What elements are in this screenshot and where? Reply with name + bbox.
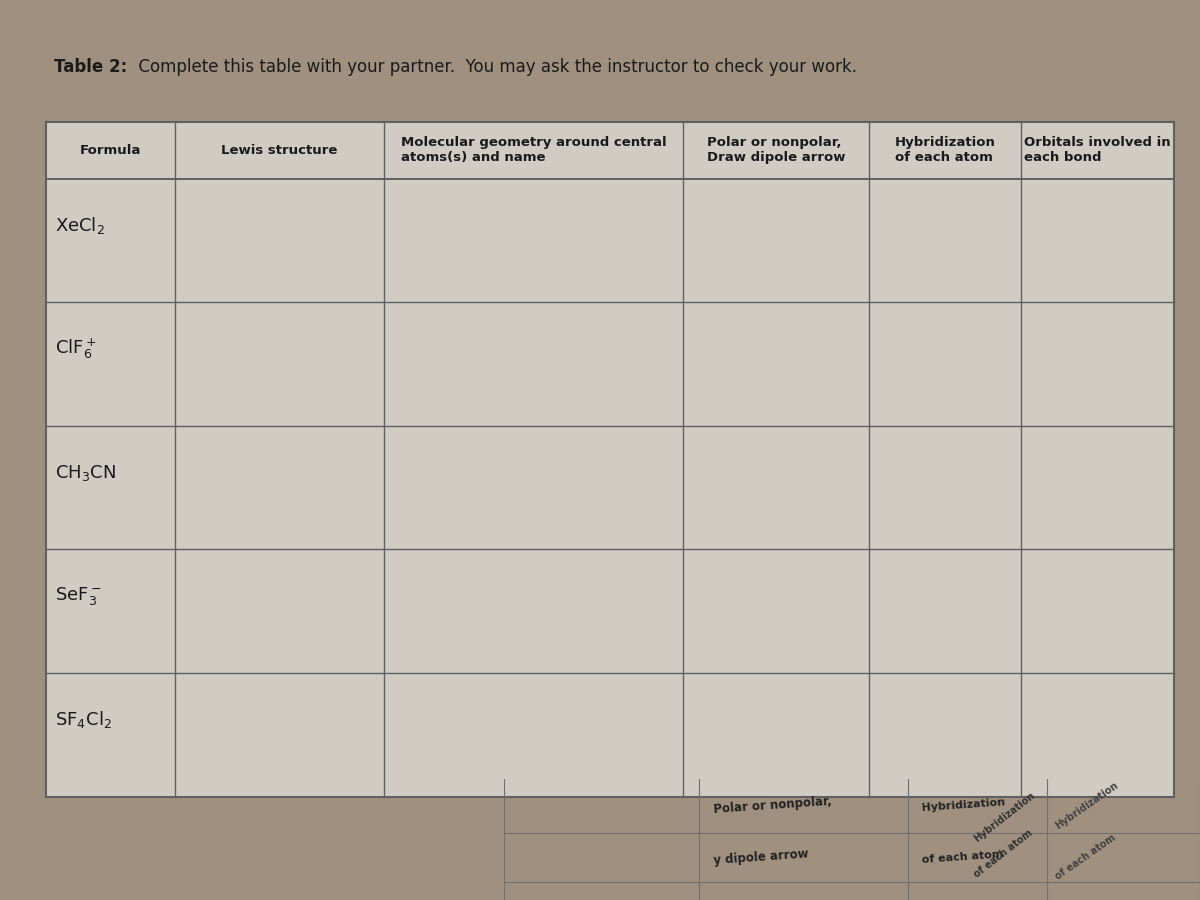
Text: Hybridization: Hybridization xyxy=(972,790,1037,843)
Text: Table 2:: Table 2: xyxy=(54,58,127,76)
Text: Hybridization
of each atom: Hybridization of each atom xyxy=(895,136,996,164)
Text: Hybridization: Hybridization xyxy=(1054,779,1121,831)
Text: Orbitals involved in
each bond: Orbitals involved in each bond xyxy=(1024,136,1171,164)
Text: of each atom: of each atom xyxy=(972,828,1034,879)
Text: XeCl$_2$: XeCl$_2$ xyxy=(55,215,106,237)
Text: y dipole arrow: y dipole arrow xyxy=(713,848,809,868)
Text: Polar or nonpolar,
Draw dipole arrow: Polar or nonpolar, Draw dipole arrow xyxy=(707,136,845,164)
Text: Lewis structure: Lewis structure xyxy=(222,144,338,157)
Text: Hybridization: Hybridization xyxy=(922,797,1006,813)
Text: Complete this table with your partner.  You may ask the instructor to check your: Complete this table with your partner. Y… xyxy=(128,58,857,76)
Text: of each atom: of each atom xyxy=(1054,832,1118,882)
Text: Formula: Formula xyxy=(79,144,142,157)
Text: SF$_4$Cl$_2$: SF$_4$Cl$_2$ xyxy=(55,709,112,731)
Text: Molecular geometry around central
atoms(s) and name: Molecular geometry around central atoms(… xyxy=(401,136,666,164)
Text: SeF$_3^-$: SeF$_3^-$ xyxy=(55,585,102,608)
Text: Polar or nonpolar,: Polar or nonpolar, xyxy=(713,795,832,815)
Text: of each atom: of each atom xyxy=(922,850,1004,865)
Text: ClF$_6^+$: ClF$_6^+$ xyxy=(55,338,97,362)
Text: CH$_3$CN: CH$_3$CN xyxy=(55,463,116,483)
